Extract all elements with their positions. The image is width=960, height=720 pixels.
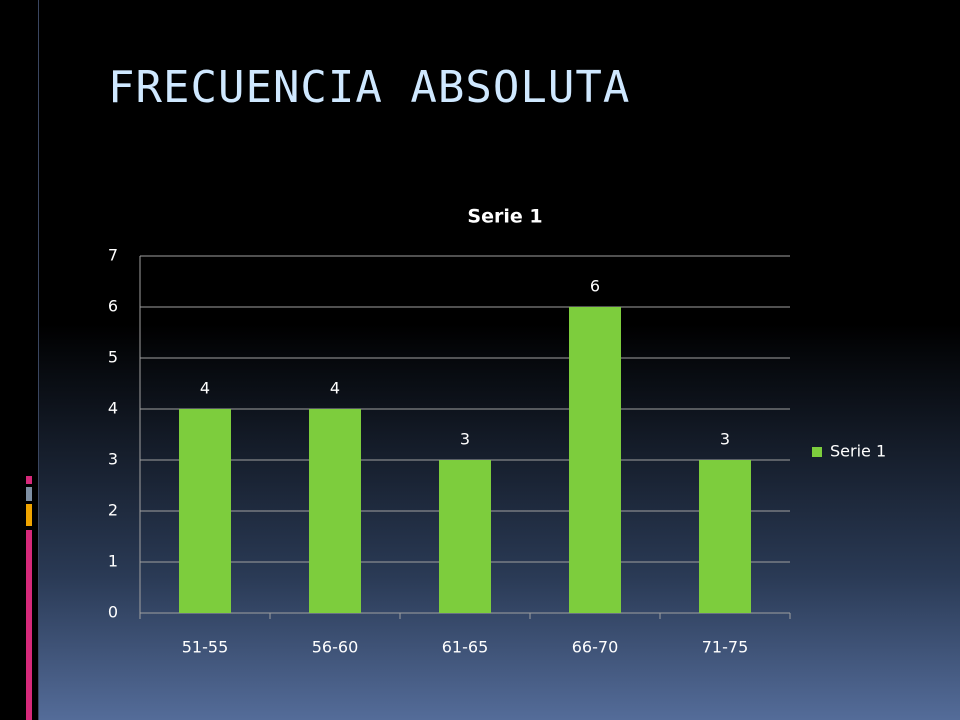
legend-label: Serie 1 xyxy=(830,442,886,461)
bar xyxy=(179,409,231,613)
slide-title: FRECUENCIA ABSOLUTA xyxy=(108,62,631,113)
x-tick-label: 51-55 xyxy=(182,638,229,657)
data-label: 3 xyxy=(460,430,470,449)
legend-swatch xyxy=(812,447,822,457)
y-tick-label: 6 xyxy=(108,297,118,316)
y-tick-label: 1 xyxy=(108,552,118,571)
decor xyxy=(26,530,32,720)
y-tick-label: 4 xyxy=(108,399,118,418)
decor xyxy=(26,476,32,484)
bar xyxy=(309,409,361,613)
x-tick-label: 56-60 xyxy=(312,638,359,657)
bar xyxy=(569,307,621,613)
y-tick-label: 0 xyxy=(108,603,118,622)
data-label: 6 xyxy=(590,277,600,296)
y-tick-label: 5 xyxy=(108,348,118,367)
decor xyxy=(26,504,32,526)
side-strip xyxy=(0,0,39,720)
x-tick-label: 71-75 xyxy=(702,638,749,657)
y-tick-label: 7 xyxy=(108,246,118,265)
y-tick-label: 2 xyxy=(108,501,118,520)
x-tick-label: 61-65 xyxy=(442,638,489,657)
bar xyxy=(699,460,751,613)
chart-title: Serie 1 xyxy=(467,206,542,228)
data-label: 4 xyxy=(330,379,340,398)
bar xyxy=(439,460,491,613)
data-label: 3 xyxy=(720,430,730,449)
y-tick-label: 3 xyxy=(108,450,118,469)
data-label: 4 xyxy=(200,379,210,398)
decor xyxy=(26,487,32,501)
x-tick-label: 66-70 xyxy=(572,638,619,657)
